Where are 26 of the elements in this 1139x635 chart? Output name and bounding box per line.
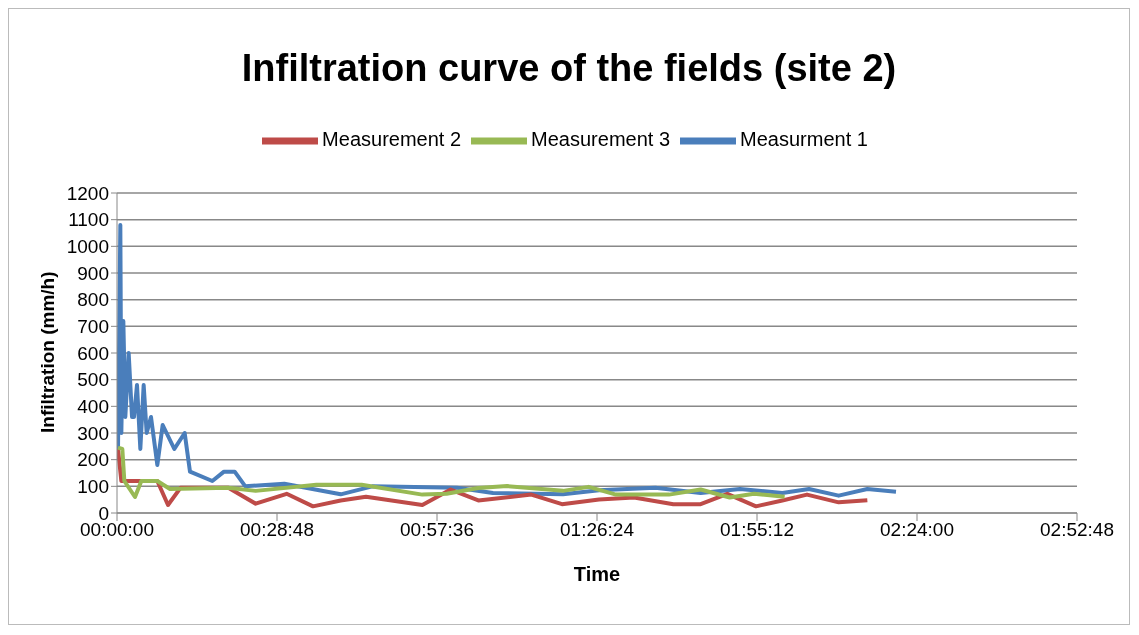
y-tick-label: 1000 xyxy=(66,236,109,258)
y-tick-label: 700 xyxy=(77,316,109,338)
y-tick-label: 800 xyxy=(77,289,109,311)
legend-label: Measurment 1 xyxy=(740,128,868,151)
y-tick-label: 300 xyxy=(77,422,109,444)
y-tick-label: 500 xyxy=(77,369,109,391)
y-tick-label: 100 xyxy=(77,476,109,498)
x-tick-label: 02:24:00 xyxy=(880,519,954,541)
y-tick-label: 600 xyxy=(77,342,109,364)
line-series xyxy=(117,223,898,498)
legend-label: Measurement 2 xyxy=(322,128,462,151)
x-tick-label: 01:55:12 xyxy=(720,519,794,541)
y-axis-title: Infiltration (mm/h) xyxy=(36,271,58,433)
x-tick-label: 01:26:24 xyxy=(560,519,635,541)
legend-label: Measurement 3 xyxy=(531,128,671,151)
x-tick-label: 00:57:36 xyxy=(400,519,474,541)
y-tick-label: 400 xyxy=(77,396,109,418)
y-tick-label: 1100 xyxy=(68,209,109,231)
chart-title: Infiltration curve of the fields (site 2) xyxy=(240,47,898,90)
y-tick-label: 1200 xyxy=(66,182,109,204)
x-tick-label: 02:52:48 xyxy=(1040,519,1114,541)
x-tick-label: 00:28:48 xyxy=(240,519,314,541)
x-axis-title: Time xyxy=(573,563,621,585)
y-tick-label: 900 xyxy=(77,262,109,284)
y-tick-label: 200 xyxy=(77,449,109,471)
line-series xyxy=(117,445,787,500)
